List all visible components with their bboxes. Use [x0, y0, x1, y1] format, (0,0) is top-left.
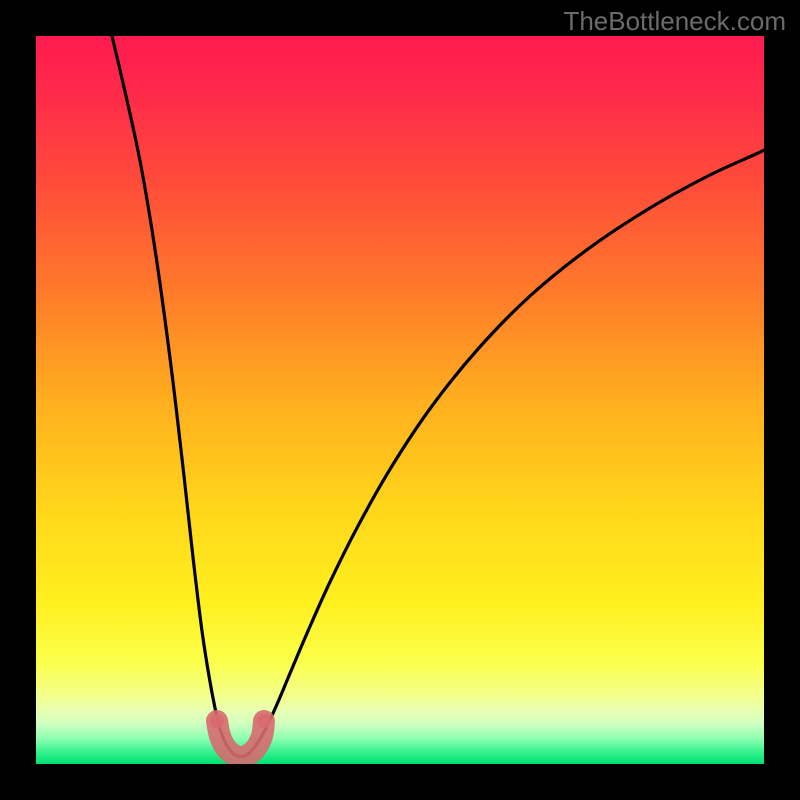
watermark-text: TheBottleneck.com [563, 6, 786, 37]
plot-background [36, 36, 764, 764]
valley-dot [210, 714, 224, 728]
bottleneck-chart [0, 0, 800, 800]
valley-dot [257, 714, 271, 728]
